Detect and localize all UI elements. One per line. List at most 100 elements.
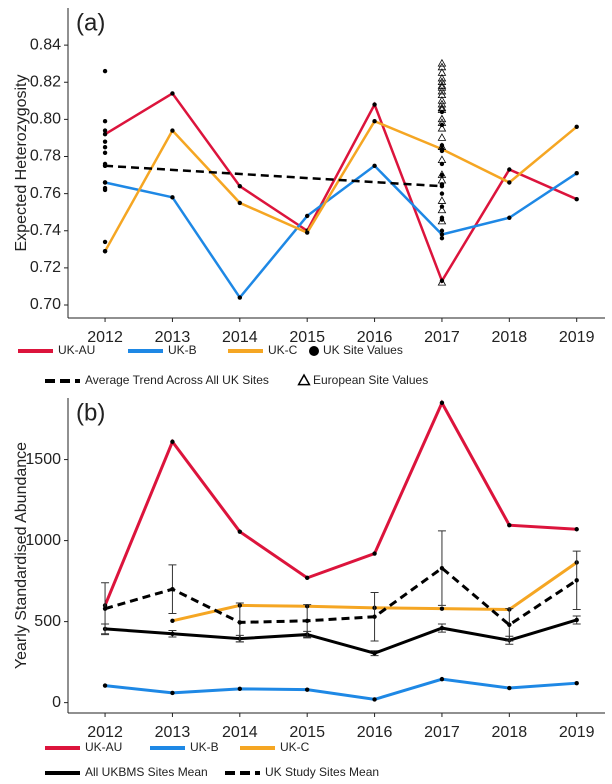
y-tick-label: 0.82	[30, 73, 61, 90]
vertex-dot	[372, 651, 377, 656]
vertex-dot	[574, 124, 579, 130]
vertex-dot	[304, 687, 310, 692]
vertex-dot	[304, 230, 310, 235]
legend-label: UK Site Values	[323, 343, 403, 357]
x-tick-label: 2013	[155, 329, 191, 346]
legend-label: Average Trend Across All UK Sites	[85, 373, 269, 387]
legend-symbol	[309, 346, 319, 356]
vertex-dot	[170, 128, 175, 133]
x-tick-label: 2016	[357, 724, 393, 741]
point	[102, 128, 108, 133]
vertex-dot	[507, 522, 512, 528]
point	[437, 123, 447, 132]
vertex-dot	[574, 617, 579, 623]
series-line	[104, 618, 578, 655]
point	[437, 155, 447, 164]
vertex-dot	[304, 575, 310, 581]
point	[439, 172, 445, 178]
point	[102, 68, 108, 74]
vertex-dot	[372, 551, 377, 556]
vertex-dot	[304, 213, 310, 219]
point	[437, 103, 447, 112]
point	[102, 150, 108, 155]
series-line	[104, 164, 578, 300]
vertex-dot	[170, 91, 175, 96]
point	[437, 105, 447, 113]
point	[437, 77, 447, 86]
vertex-dot	[439, 278, 445, 284]
vertex-dot	[170, 195, 175, 200]
vertex-dot	[237, 620, 243, 625]
point	[437, 83, 447, 91]
vertex-dot	[372, 163, 377, 168]
vertex-dot	[170, 439, 175, 444]
legend-label: UK-B	[168, 343, 197, 357]
vertex-dot	[237, 529, 243, 534]
vertex-dot	[304, 618, 310, 624]
x-tick-label: 2014	[222, 329, 258, 346]
series-line	[103, 119, 578, 252]
point	[437, 216, 447, 225]
series-line	[103, 399, 577, 606]
y-tick-label: 500	[34, 613, 61, 630]
point	[437, 99, 447, 108]
point	[439, 228, 445, 233]
legend-label: UK-AU	[85, 740, 122, 754]
point	[102, 119, 108, 124]
point	[439, 235, 445, 241]
vertex-dot	[574, 578, 579, 583]
vertex-dot	[439, 625, 445, 631]
point	[437, 90, 447, 99]
vertex-dot	[507, 685, 512, 691]
x-tick-label: 2018	[492, 724, 528, 741]
point	[437, 205, 447, 214]
vertex-dot	[102, 683, 108, 688]
vertex-dot	[574, 196, 579, 202]
vertex-dot	[237, 184, 243, 189]
y-tick-label: 1000	[25, 532, 61, 549]
x-tick-label: 2017	[424, 724, 460, 741]
panel-label: (a)	[76, 9, 105, 36]
vertex-dot	[170, 587, 175, 592]
y-tick-label: 0.84	[30, 36, 61, 53]
legend-label: UK-AU	[58, 343, 95, 357]
x-tick-label: 2012	[87, 724, 123, 741]
y-tick-label: 0.70	[30, 296, 61, 313]
point	[102, 139, 108, 144]
point	[437, 170, 447, 178]
vertex-dot	[574, 680, 579, 686]
vertex-dot	[507, 622, 512, 628]
point	[439, 143, 445, 148]
point	[437, 277, 447, 286]
vertex-dot	[170, 690, 175, 696]
point	[437, 118, 447, 126]
y-tick-label: 0.80	[30, 111, 61, 128]
y-tick-label: 0.72	[30, 259, 61, 276]
y-axis-label: Expected Heterozygosity	[13, 75, 30, 252]
legend-label: UK-C	[280, 740, 310, 754]
panel-label: (b)	[76, 399, 105, 426]
point	[437, 114, 447, 123]
vertex-dot	[170, 618, 175, 624]
legend-label: European Site Values	[313, 373, 428, 387]
point	[437, 142, 447, 151]
vertex-dot	[372, 119, 377, 124]
vertex-dot	[507, 167, 512, 172]
x-tick-label: 2016	[357, 329, 393, 346]
x-tick-label: 2017	[424, 329, 460, 346]
y-tick-label: 0.78	[30, 148, 61, 165]
vertex-dot	[439, 400, 445, 406]
point	[102, 187, 108, 193]
y-tick-label: 0	[52, 694, 61, 711]
x-tick-label: 2019	[559, 724, 595, 741]
vertex-dot	[507, 180, 512, 185]
series-line	[104, 677, 577, 701]
point	[437, 95, 447, 104]
point	[437, 175, 447, 184]
point	[437, 68, 447, 76]
legend-label: UK-C	[268, 343, 298, 357]
vertex-dot	[237, 295, 243, 300]
vertex-dot	[439, 232, 445, 237]
